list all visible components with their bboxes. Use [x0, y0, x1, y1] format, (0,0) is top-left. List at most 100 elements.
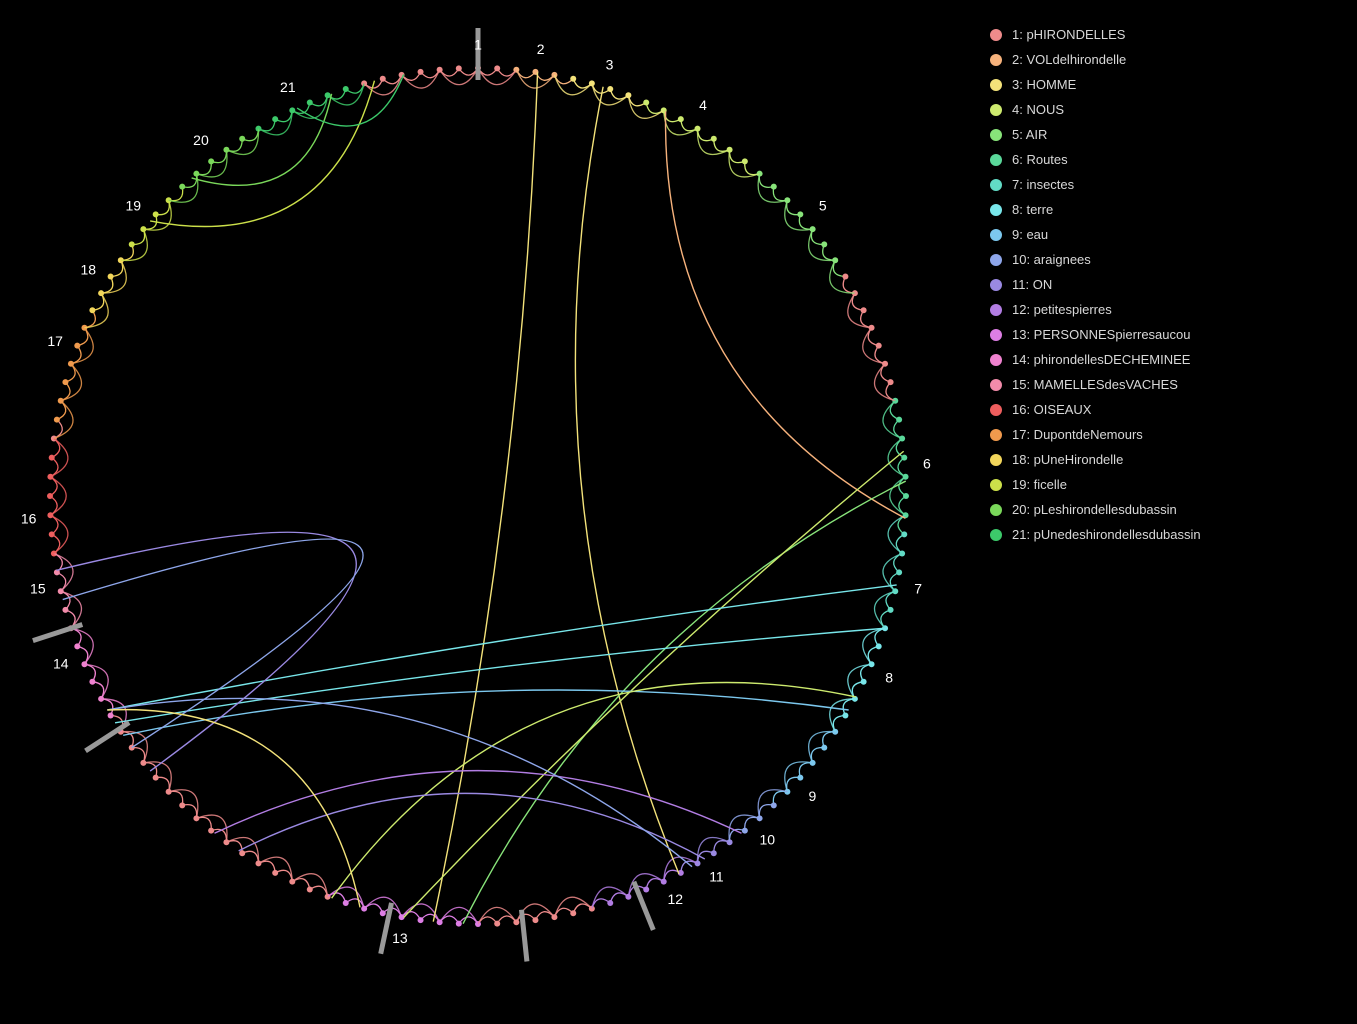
- perimeter-arc: [52, 534, 60, 553]
- legend-label: 13: PERSONNESpierresaucou: [1012, 327, 1190, 342]
- perimeter-dot: [896, 417, 902, 423]
- perimeter-dot: [380, 910, 386, 916]
- perimeter-dot: [456, 921, 462, 927]
- perimeter-dot: [888, 379, 894, 385]
- perimeter-dot: [343, 900, 349, 906]
- perimeter-arc-inner: [292, 95, 327, 118]
- group-number-label: 13: [392, 930, 408, 946]
- perimeter-arc-inner: [71, 628, 93, 664]
- legend-dot-icon: [990, 379, 1002, 391]
- perimeter-dot: [494, 65, 500, 71]
- legend-row: 2: VOLdelhirondelle: [990, 47, 1201, 72]
- group-number-label: 11: [709, 868, 724, 884]
- perimeter-dot: [74, 643, 80, 649]
- group-number-label: 21: [280, 79, 296, 95]
- group-number-label: 9: [809, 788, 817, 804]
- perimeter-arc: [52, 439, 60, 458]
- perimeter-dot: [901, 531, 907, 537]
- perimeter-dot: [74, 343, 80, 349]
- chord-diagram: 123456789101112131415161718192021: [0, 0, 980, 1024]
- perimeter-dot: [876, 643, 882, 649]
- perimeter-dot: [239, 136, 245, 142]
- group-number-label: 8: [885, 670, 893, 686]
- perimeter-dot: [54, 417, 60, 423]
- legend-dot-icon: [990, 329, 1002, 341]
- perimeter-dot: [901, 455, 907, 461]
- legend-label: 21: pUnedeshirondellesdubassin: [1012, 527, 1201, 542]
- perimeter-dot: [89, 307, 95, 313]
- perimeter-dot: [797, 775, 803, 781]
- perimeter-dot: [153, 211, 159, 217]
- perimeter-dot: [179, 802, 185, 808]
- perimeter-dot: [643, 99, 649, 105]
- legend: 1: pHIRONDELLES2: VOLdelhirondelle3: HOM…: [990, 22, 1201, 547]
- perimeter-arc-inner: [664, 857, 698, 881]
- radial-tick: [521, 910, 526, 962]
- legend-row: 10: araignees: [990, 247, 1201, 272]
- perimeter-arc: [896, 534, 904, 553]
- chord: [150, 81, 374, 227]
- group-number-label: 5: [819, 197, 827, 213]
- legend-row: 20: pLeshirondellesdubassin: [990, 497, 1201, 522]
- group-number-label: 17: [47, 333, 63, 349]
- legend-row: 15: MAMELLESdesVACHES: [990, 372, 1201, 397]
- perimeter-arc-inner: [848, 664, 872, 699]
- legend-row: 18: pUneHirondelle: [990, 447, 1201, 472]
- group-number-label: 4: [699, 97, 707, 113]
- radial-tick: [33, 625, 82, 641]
- perimeter-dot: [771, 184, 777, 190]
- perimeter-dot: [532, 917, 538, 923]
- legend-dot-icon: [990, 154, 1002, 166]
- legend-dot-icon: [990, 429, 1002, 441]
- group-number-label: 18: [80, 262, 96, 278]
- perimeter-arc-inner: [863, 328, 885, 364]
- chord: [192, 94, 332, 186]
- perimeter-dot: [272, 870, 278, 876]
- perimeter-dot: [861, 679, 867, 685]
- perimeter-arc: [310, 95, 328, 106]
- chord: [214, 771, 741, 834]
- legend-row: 13: PERSONNESpierresaucou: [990, 322, 1201, 347]
- chord: [239, 793, 705, 859]
- perimeter-dot: [108, 273, 114, 279]
- group-number-label: 1: [474, 37, 482, 53]
- legend-row: 11: ON: [990, 272, 1201, 297]
- legend-label: 1: pHIRONDELLES: [1012, 27, 1125, 42]
- legend-dot-icon: [990, 279, 1002, 291]
- perimeter-arc-inner: [71, 328, 93, 364]
- perimeter-dot: [888, 607, 894, 613]
- legend-label: 19: ficelle: [1012, 477, 1067, 492]
- perimeter-dot: [494, 921, 500, 927]
- legend-row: 12: petitespierres: [990, 297, 1201, 322]
- group-number-label: 10: [759, 831, 775, 847]
- perimeter-arc-inner: [84, 664, 108, 699]
- legend-label: 4: NOUS: [1012, 102, 1064, 117]
- group-number-label: 15: [30, 580, 46, 596]
- legend-dot-icon: [990, 504, 1002, 516]
- perimeter-dot: [418, 917, 424, 923]
- perimeter-dot: [771, 802, 777, 808]
- legend-label: 10: araignees: [1012, 252, 1091, 267]
- chord: [107, 698, 692, 866]
- group-number-label: 19: [125, 197, 141, 213]
- perimeter-arc-inner: [863, 628, 885, 664]
- perimeter-dot: [456, 65, 462, 71]
- perimeter-dot: [861, 307, 867, 313]
- perimeter-dot: [607, 900, 613, 906]
- legend-label: 15: MAMELLESdesVACHES: [1012, 377, 1178, 392]
- legend-label: 20: pLeshirondellesdubassin: [1012, 502, 1177, 517]
- perimeter-arc-inner: [848, 293, 872, 328]
- perimeter-arc: [310, 886, 328, 897]
- perimeter-dot: [62, 379, 68, 385]
- group-number-label: 20: [193, 132, 209, 148]
- perimeter-dot: [821, 745, 827, 751]
- legend-dot-icon: [990, 229, 1002, 241]
- perimeter-dot: [903, 493, 909, 499]
- legend-row: 1: pHIRONDELLES: [990, 22, 1201, 47]
- perimeter-dot: [49, 531, 55, 537]
- legend-dot-icon: [990, 404, 1002, 416]
- perimeter-dot: [797, 211, 803, 217]
- legend-label: 17: DupontdeNemours: [1012, 427, 1143, 442]
- perimeter-dot: [842, 273, 848, 279]
- chord: [575, 87, 679, 874]
